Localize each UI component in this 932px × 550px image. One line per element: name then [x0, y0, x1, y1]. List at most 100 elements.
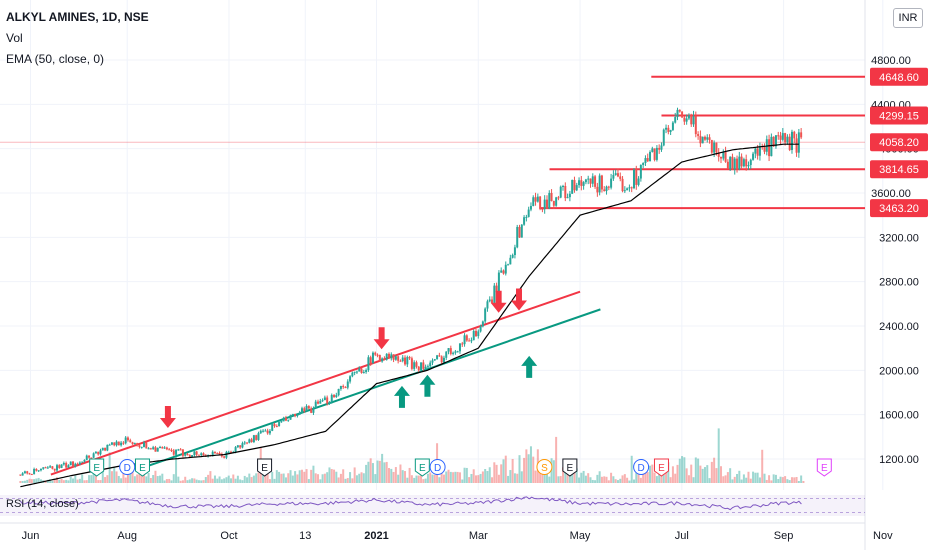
volume-bar: [204, 477, 207, 483]
candle-body: [330, 395, 333, 402]
candle-body: [44, 467, 47, 469]
symbol-title[interactable]: ALKYL AMINES, 1D, NSE: [6, 10, 149, 24]
level-label-bg: [870, 199, 928, 218]
volume-bar: [131, 466, 134, 483]
volume-bar: [612, 476, 615, 483]
candle-body: [605, 186, 608, 192]
candle-body: [580, 180, 583, 186]
time-axis[interactable]: Jun Aug Oct 13 2021 Mar May Jul Sep Nov: [22, 530, 893, 542]
volume-bar: [479, 473, 482, 483]
candle-body: [770, 136, 773, 157]
volume-bar: [207, 474, 210, 483]
volume-bar: [724, 475, 727, 483]
candle-body: [701, 136, 704, 144]
candle-body: [763, 146, 766, 152]
candle-body: [252, 435, 255, 443]
volume-bar: [772, 474, 775, 483]
candle-body: [758, 146, 761, 156]
volume-bar: [62, 480, 65, 483]
candle-body: [335, 395, 338, 398]
volume-bar: [37, 477, 40, 483]
volume-legend[interactable]: Vol: [6, 31, 23, 45]
volume-bar: [632, 479, 635, 483]
volume-bar: [742, 474, 745, 483]
volume-bar: [35, 478, 38, 483]
candle-body: [447, 348, 450, 352]
level-label-bg: [870, 67, 928, 86]
volume-bar: [774, 474, 777, 483]
candle-body: [454, 351, 457, 353]
candle-body: [106, 444, 109, 451]
volume-bar: [19, 481, 22, 483]
volume-bar: [607, 480, 610, 483]
candle-body: [333, 395, 336, 398]
candle-body: [433, 359, 436, 361]
volume-bar: [761, 449, 764, 483]
volume-bar: [765, 479, 768, 483]
volume-bar: [115, 471, 118, 483]
candle-body: [223, 456, 226, 458]
volume-bar: [445, 471, 448, 483]
volume-bar: [552, 460, 555, 483]
volume-bar: [481, 471, 484, 483]
volume-bar: [584, 475, 587, 483]
volume-bar: [493, 462, 496, 483]
volume-bar: [596, 474, 599, 483]
volume-bar: [426, 473, 429, 483]
candle-body: [431, 360, 434, 363]
candle-body: [326, 397, 329, 404]
candle-body: [110, 442, 113, 445]
candle-body: [694, 116, 697, 135]
volume-bar: [525, 449, 528, 483]
candle-body: [584, 179, 587, 183]
candle-body: [177, 449, 180, 451]
event-marker: E: [567, 463, 574, 474]
candle-body: [289, 414, 292, 420]
volume-bar: [243, 475, 246, 483]
candle-body: [442, 357, 445, 363]
candle-body: [268, 430, 271, 434]
y-tick-label: 3600.00: [871, 188, 911, 200]
candle-body: [346, 381, 349, 388]
volume-bar: [255, 473, 258, 483]
candle-body: [436, 355, 439, 360]
candle-body: [351, 372, 354, 377]
volume-bar: [575, 468, 578, 483]
trend-channel: [50, 290, 601, 476]
candle-body: [534, 197, 537, 202]
up-arrow: [393, 385, 410, 408]
volume-bar: [289, 470, 292, 483]
candle-body: [385, 353, 388, 360]
candle-body: [410, 358, 413, 369]
volume-bar: [422, 479, 425, 483]
candle-body: [140, 446, 143, 448]
volume-bar: [94, 471, 97, 483]
volume-bar: [355, 475, 358, 483]
candle-body: [752, 153, 755, 160]
ema-legend[interactable]: EMA (50, close, 0): [6, 52, 105, 66]
volume-bar: [323, 473, 326, 483]
x-tick-label: Jul: [675, 530, 689, 542]
volume-bar: [97, 480, 100, 483]
volume-bar: [568, 471, 571, 483]
candle-body: [81, 461, 84, 463]
candle-body: [426, 366, 429, 368]
up-arrow: [521, 355, 538, 378]
volume-bar: [197, 480, 200, 483]
candle-body: [138, 445, 141, 447]
candle-body: [616, 173, 619, 177]
candle-body: [477, 331, 480, 337]
candle-body: [163, 447, 166, 449]
currency-badge[interactable]: INR: [893, 8, 923, 28]
volume-bar: [310, 469, 313, 483]
candle-body: [202, 453, 205, 456]
candle-body: [653, 148, 656, 160]
candle-body: [113, 442, 116, 446]
volume-bar: [545, 466, 548, 483]
volume-bar: [752, 471, 755, 483]
volume-bar: [589, 477, 592, 483]
volume-bar: [149, 477, 152, 483]
candle-body: [527, 209, 530, 217]
volume-bar: [788, 480, 791, 483]
